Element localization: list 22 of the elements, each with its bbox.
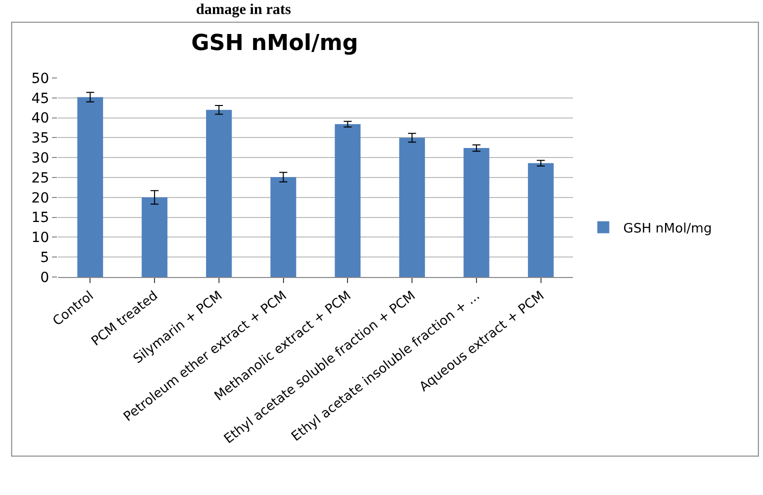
legend-label: GSH nMol/mg (623, 221, 712, 236)
bar (270, 177, 296, 277)
chart-title: GSH nMol/mg (191, 31, 358, 56)
y-tick-label: 0 (40, 270, 50, 286)
bar (206, 110, 232, 277)
y-tick-label: 20 (31, 190, 50, 206)
y-tick-label: 40 (31, 110, 50, 127)
y-tick-label: 10 (31, 230, 50, 246)
y-tick-label: 30 (31, 150, 50, 166)
bar (399, 138, 425, 277)
bar (334, 124, 361, 277)
bar (464, 148, 490, 277)
y-tick-label: 15 (31, 210, 50, 226)
y-tick-label: 5 (40, 250, 50, 266)
y-tick-label: 35 (31, 130, 50, 147)
y-tick-label: 45 (31, 90, 50, 107)
y-tick-label: 50 (31, 70, 50, 87)
y-tick-label: 25 (31, 170, 50, 186)
bar (142, 197, 168, 277)
bar (528, 163, 554, 277)
text: damage in rats (196, 2, 292, 18)
bar (77, 97, 104, 277)
